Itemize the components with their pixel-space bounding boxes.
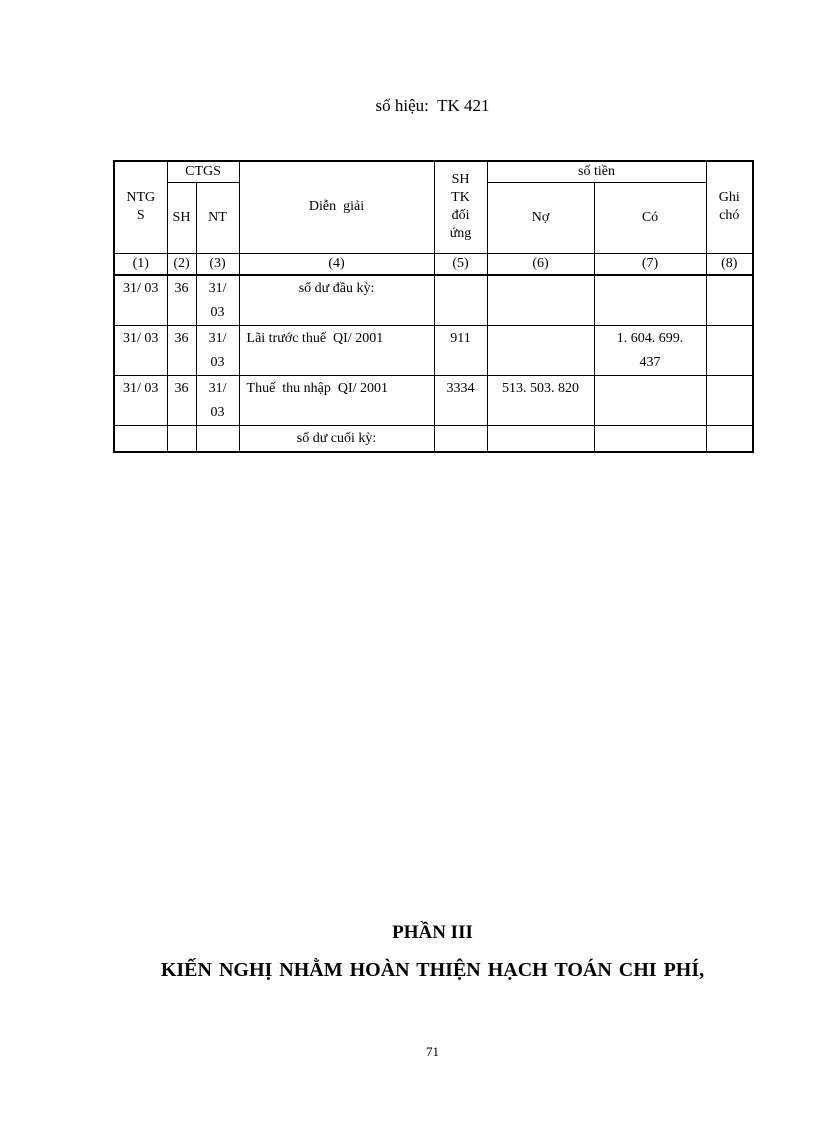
cell-ghi-chu xyxy=(705,375,754,426)
cell-sh: 36 xyxy=(166,375,197,426)
cell-dien-giai: số dư đầu kỳ: xyxy=(238,274,435,326)
cell-no xyxy=(486,274,595,326)
table-row: 31/ 03 36 31/ 03 số dư đầu kỳ: xyxy=(113,274,754,326)
cell-dien-giai: số dư cuối kỳ: xyxy=(238,425,435,452)
cell-tk-doi-ung xyxy=(433,425,488,452)
column-number-row: (1) (2) (3) (4) (5) (6) (7) (8) xyxy=(113,252,754,276)
col-number: (2) xyxy=(166,252,197,276)
cell-ntgs: 31/ 03 xyxy=(113,325,168,376)
cell-tk-doi-ung: 911 xyxy=(433,325,488,376)
cell-co xyxy=(593,425,707,452)
cell-ntgs xyxy=(113,425,168,452)
cell-nt: 31/ 03 xyxy=(195,375,240,426)
header-nt: NT xyxy=(195,181,240,254)
cell-ghi-chu xyxy=(705,425,754,452)
col-number: (6) xyxy=(486,252,595,276)
cell-nt xyxy=(195,425,240,452)
cell-dien-giai: Thuế thu nhập QI/ 2001 xyxy=(238,375,435,426)
cell-sh: 36 xyxy=(166,325,197,376)
col-number: (5) xyxy=(433,252,488,276)
cell-ntgs: 31/ 03 xyxy=(113,375,168,426)
col-number: (1) xyxy=(113,252,168,276)
header-row-top: NTG S CTGS Diễn giải SH TK đối ứng số ti… xyxy=(113,160,754,254)
header-no: Nợ xyxy=(486,181,595,254)
cell-co: 1. 604. 699. 437 xyxy=(593,325,707,376)
cell-co xyxy=(593,274,707,326)
cell-co xyxy=(593,375,707,426)
header-row-sub: SH NT Nợ Có xyxy=(114,181,753,254)
header-ntgs: NTG S xyxy=(113,160,168,254)
col-number: (4) xyxy=(238,252,435,276)
cell-tk-doi-ung: 3334 xyxy=(433,375,488,426)
cell-sh: 36 xyxy=(166,274,197,326)
cell-ghi-chu xyxy=(705,325,754,376)
cell-ntgs: 31/ 03 xyxy=(113,274,168,326)
cell-ghi-chu xyxy=(705,274,754,326)
col-number: (3) xyxy=(195,252,240,276)
header-so-tien: số tiền xyxy=(486,160,707,183)
cell-dien-giai: Lãi trước thuế QI/ 2001 xyxy=(238,325,435,376)
cell-tk-doi-ung xyxy=(433,274,488,326)
header-sh-tk-doi-ung: SH TK đối ứng xyxy=(433,160,488,254)
header-sh: SH xyxy=(166,181,197,254)
header-dien-giai: Diễn giải xyxy=(238,160,435,254)
col-number: (8) xyxy=(705,252,754,276)
section-heading: PHẦN III xyxy=(392,922,473,943)
header-ctgs: CTGS xyxy=(166,160,240,183)
header-co: Có xyxy=(593,181,707,254)
table-row: 31/ 03 36 31/ 03 Lãi trước thuế QI/ 2001… xyxy=(113,325,754,376)
page-number: 71 xyxy=(426,1044,439,1059)
cell-nt: 31/ 03 xyxy=(195,274,240,326)
cell-no: 513. 503. 820 xyxy=(486,375,595,426)
section-subheading: KIẾN NGHỊ NHẰM HOÀN THIỆN HẠCH TOÁN CHI … xyxy=(160,959,705,981)
cell-no xyxy=(486,425,595,452)
account-ledger-table: NTG S CTGS Diễn giải SH TK đối ứng số ti… xyxy=(113,160,755,453)
page-title: số hiệu: TK 421 xyxy=(375,96,490,115)
cell-nt: 31/ 03 xyxy=(195,325,240,376)
table-row: số dư cuối kỳ: xyxy=(113,425,754,452)
col-number: (7) xyxy=(593,252,707,276)
header-ghi-chu: Ghi chó xyxy=(705,160,754,254)
cell-sh xyxy=(166,425,197,452)
table-row: 31/ 03 36 31/ 03 Thuế thu nhập QI/ 2001 … xyxy=(113,375,754,426)
cell-no xyxy=(486,325,595,376)
